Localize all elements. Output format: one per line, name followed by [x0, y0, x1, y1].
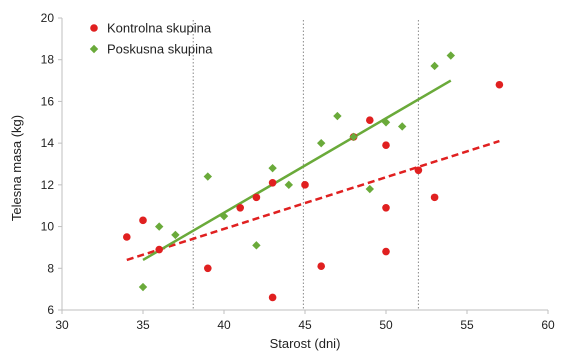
y-tick-label: 12: [41, 178, 55, 192]
control-data-point: [139, 216, 147, 225]
experimental-data-point: [171, 230, 180, 240]
legend-label: Kontrolna skupina: [107, 21, 212, 36]
experimental-data-point: [138, 282, 148, 292]
experimental-data-point: [155, 222, 164, 231]
control-data-point: [123, 233, 131, 241]
y-tick-label: 8: [47, 261, 54, 275]
control-data-point: [236, 204, 244, 212]
y-tick-label: 16: [41, 94, 55, 108]
x-tick-label: 40: [217, 318, 231, 332]
control-data-point: [430, 193, 439, 202]
experimental-data-point: [268, 163, 277, 173]
trendlines: [126, 79, 500, 262]
y-axis-label: Telesna masa (kg): [9, 115, 24, 221]
experimental-data-point: [365, 184, 374, 194]
x-tick-label: 45: [298, 318, 312, 332]
control-data-point: [317, 262, 326, 271]
legend: Kontrolna skupina Poskusna skupina: [89, 21, 213, 57]
axes: 6 8 10 12 14 16 18 20 30 35 40 45 50 55 60: [41, 11, 555, 332]
experimental-data-point: [219, 211, 229, 221]
y-tick-label: 20: [41, 11, 55, 25]
control-data-point: [204, 264, 212, 273]
control-data-point: [155, 245, 163, 254]
control-data-point: [495, 80, 504, 89]
experimental-data-point: [284, 180, 293, 190]
experimental-data-point: [349, 132, 358, 142]
control-data-point: [382, 141, 390, 150]
experimental-data-point: [203, 172, 212, 181]
y-tick-label: 10: [41, 220, 55, 234]
x-axis-label: Starost (dni): [270, 336, 341, 351]
data-points: [123, 51, 504, 302]
control-data-point: [268, 178, 277, 187]
experimental-data-point: [398, 122, 407, 131]
control-data-point: [252, 193, 261, 202]
x-tick-label: 50: [379, 318, 393, 332]
y-tick-label: 6: [47, 303, 54, 317]
control-data-point: [268, 293, 277, 302]
reference-lines: [192, 20, 419, 310]
legend-label: Poskusna skupina: [107, 42, 213, 57]
experimental-data-point: [381, 118, 391, 127]
legend-marker-experimental: [89, 44, 99, 54]
y-tick-label: 14: [41, 136, 55, 150]
x-tick-label: 60: [541, 318, 555, 332]
legend-marker-control: [90, 24, 98, 32]
control-trendline: [126, 139, 500, 262]
control-data-point: [301, 181, 309, 189]
experimental-data-point: [430, 61, 439, 71]
control-data-point: [382, 204, 390, 212]
x-tick-label: 30: [55, 318, 69, 332]
x-tick-label: 55: [460, 318, 474, 332]
control-data-point: [366, 116, 374, 124]
control-data-point: [414, 166, 423, 175]
experimental-data-point: [252, 241, 261, 250]
control-data-point: [382, 247, 390, 256]
experimental-data-point: [317, 138, 326, 148]
experimental-data-point: [446, 51, 455, 60]
experimental-data-point: [333, 111, 342, 121]
x-tick-label: 35: [136, 318, 150, 332]
y-tick-label: 18: [41, 53, 55, 67]
experimental-trendline: [142, 79, 452, 262]
